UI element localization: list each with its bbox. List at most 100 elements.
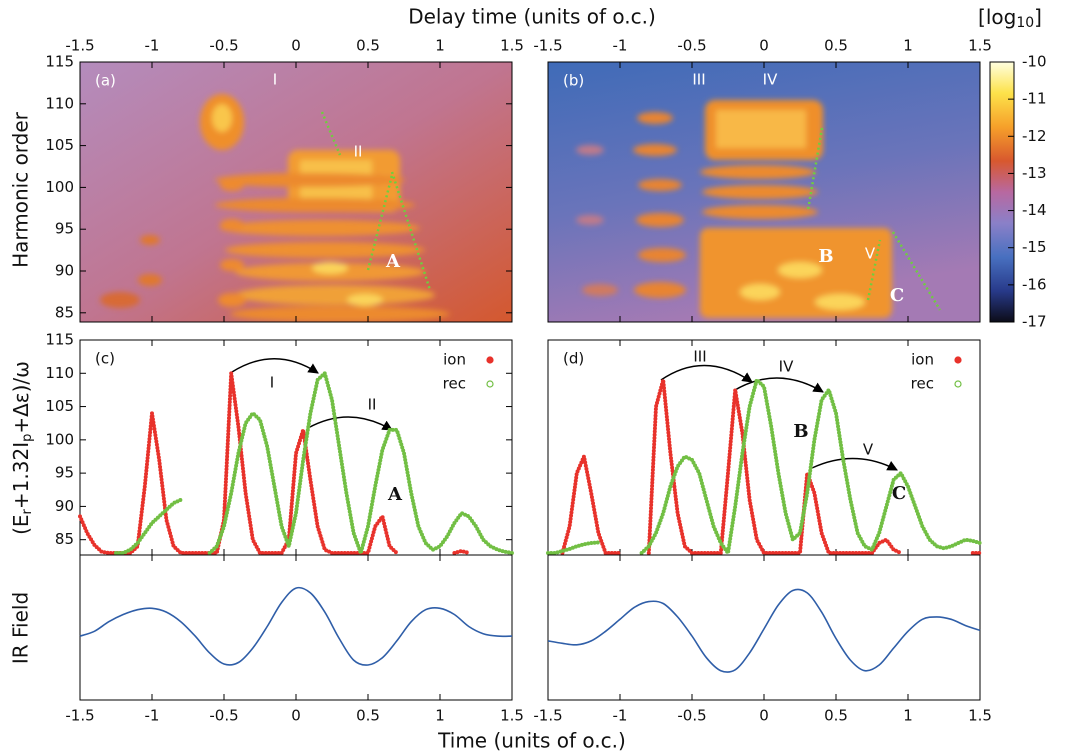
legend-marker [486,380,494,388]
annotation: I [273,71,277,89]
colorbar-tick-label: -10 [1022,53,1047,71]
x-tick-label: -1.5 [65,707,94,725]
y-tick-label: 90 [55,262,74,280]
arrow [811,457,898,471]
bottom-axis-label: Time (units of o.c.) [437,729,626,753]
x-tick-label: 1.5 [968,707,992,725]
annotation: I [270,374,274,392]
y-tick-label: 110 [45,94,74,112]
annotation: B [818,246,833,267]
annotation: C [890,285,904,306]
legend-marker [954,380,962,388]
heatmap-a-image [80,62,512,322]
y-tick-label: 105 [45,397,74,415]
annotation: A [385,251,401,272]
colorbar-tick-label: -15 [1022,238,1047,256]
annotation: II [368,396,377,414]
x-tick-label: 0.5 [356,37,380,55]
y-tick-label: 115 [45,331,74,349]
legend-label: ion [911,351,934,369]
y-tick-label: 85 [55,530,74,548]
ir-field-line [547,588,981,673]
x-tick-label: -1 [613,37,628,55]
colorbar-label: [log10] [978,5,1042,32]
ir-field-line [79,586,513,666]
plot-frame [79,339,513,556]
y-tick-label: 105 [45,136,74,154]
legend-marker [954,356,962,364]
colorbar-tick-label: -17 [1022,313,1047,331]
annotation: II [354,143,363,161]
x-tick-label: -1 [145,37,160,55]
legend-label: ion [443,351,466,369]
x-tick-label: -0.5 [209,37,238,55]
x-tick-label: 1 [903,37,913,55]
x-tick-label: 0.5 [356,707,380,725]
colorbar-label-part: ] [1034,5,1042,29]
colorbar-tick-label: -12 [1022,127,1047,145]
legend-label: rec [911,375,934,393]
y-axis-label-part: p [20,434,35,442]
y-tick-label: 110 [45,364,74,382]
y-tick-label: 95 [55,464,74,482]
arrow [660,364,753,383]
x-tick-label: -0.5 [677,707,706,725]
arrow [231,358,319,374]
panel-label: (d) [563,350,584,368]
arrow [307,416,393,431]
annotation: V [863,441,874,459]
x-tick-label: -1 [145,707,160,725]
y-tick-label: 85 [55,303,74,321]
y-tick-label: 90 [55,497,74,515]
colorbar-label-part: 10 [1016,15,1034,31]
panel-label: (b) [563,72,584,90]
annotation: C [892,483,906,504]
series-0 [560,379,982,555]
top-axis-label: Delay time (units of o.c.) [408,5,656,29]
y-axis-label: Harmonic order [9,111,33,268]
y-axis-label-part: +Δε)/ω [9,361,33,434]
x-tick-label: 0 [759,37,769,55]
legend-label: rec [443,375,466,393]
x-tick-label: 1 [903,707,913,725]
colorbar-tick-label: -16 [1022,275,1047,293]
plot-frame [79,554,513,701]
annotation: III [693,348,706,366]
series-0 [78,373,471,555]
y-axis-label: IR Field [9,592,33,664]
series-1 [114,369,514,560]
x-tick-label: 1.5 [500,707,524,725]
y-axis-label-part: r [20,508,35,514]
x-tick-label: 1 [435,37,445,55]
colorbar-tick-label: -11 [1022,90,1047,108]
annotation: IV [763,71,778,89]
arrow [734,377,824,393]
x-tick-label: 0 [291,707,301,725]
colorbar [989,61,1015,323]
colorbar-tick-label: -14 [1022,201,1047,219]
y-tick-label: 95 [55,220,74,238]
panel-label: (a) [95,72,116,90]
y-tick-label: 100 [45,178,74,196]
legend-marker [486,356,494,364]
plot-frame [547,339,981,556]
annotation: IV [779,358,794,376]
x-tick-label: -1 [613,707,628,725]
x-tick-label: -1.5 [65,37,94,55]
y-tick-label: 115 [45,53,74,71]
x-tick-label: 1.5 [968,37,992,55]
x-tick-label: -0.5 [209,707,238,725]
colorbar-label-part: [log [978,5,1016,29]
x-tick-label: 0 [291,37,301,55]
y-axis-label: (Er+1.32Ip+Δε)/ω [9,361,35,535]
heatmap-b-image [548,62,980,322]
x-tick-label: 0.5 [824,707,848,725]
x-tick-label: 0.5 [824,37,848,55]
y-axis-label-part: +1.32I [9,442,33,509]
y-axis-label-part: (E [9,514,33,534]
x-tick-label: 1.5 [500,37,524,55]
x-tick-label: -0.5 [677,37,706,55]
panel-label: (c) [95,350,115,368]
